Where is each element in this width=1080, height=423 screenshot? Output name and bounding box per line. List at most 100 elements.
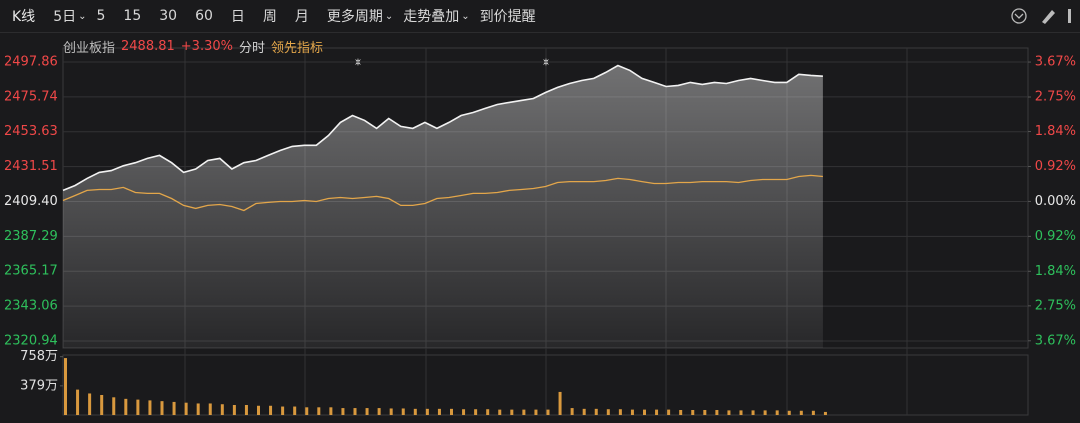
chevron[interactable]: ⌄	[78, 10, 87, 22]
y2-tick-label: 2.75%	[1035, 298, 1076, 313]
volume-bar	[787, 410, 791, 415]
toolbar-item[interactable]: 5日	[53, 9, 77, 25]
volume-bar	[558, 391, 562, 415]
index-name: 创业板指	[63, 40, 116, 56]
volume-bar	[450, 408, 453, 415]
volume-bar	[64, 358, 67, 415]
volume-bar	[293, 406, 297, 415]
event-icon[interactable]: ✷	[353, 56, 362, 69]
volume-bar	[727, 410, 731, 415]
series-line	[62, 174, 823, 212]
volume-bar	[425, 408, 429, 415]
volume-bar	[257, 405, 260, 415]
volume-bar	[341, 408, 345, 415]
volume-bar	[582, 408, 586, 415]
volume-bar	[329, 407, 333, 415]
y-tick-label: 2475.74	[4, 89, 58, 104]
indicator-name[interactable]: 领先指标	[271, 40, 324, 56]
y-tick-label: 2453.63	[4, 124, 58, 139]
toolbar-item[interactable]: K线	[12, 9, 36, 25]
y2-tick-label: 3.67%	[1035, 55, 1076, 70]
price: 2488.81	[121, 38, 175, 54]
y2-tick-label: 0.92%	[1035, 229, 1076, 244]
y-tick-label: 2497.86	[4, 54, 58, 69]
change: +3.30%	[180, 38, 233, 54]
volume-bar	[486, 409, 490, 415]
volume-bar	[353, 408, 357, 415]
volume-bar	[365, 408, 369, 415]
volume-bar	[148, 400, 152, 415]
volume-bar	[184, 402, 188, 415]
y-tick-label: 2365.17	[4, 264, 58, 279]
y-tick-label: 2320.94	[4, 333, 58, 348]
y2-tick-label: 0.00%	[1035, 194, 1076, 209]
toolbar-item[interactable]: 到价提醒	[479, 9, 536, 25]
toolbar-item[interactable]: 15	[123, 8, 142, 24]
volume-bar	[522, 409, 526, 415]
volume-bar	[172, 401, 176, 415]
volume-bar	[136, 399, 140, 415]
area	[63, 65, 823, 348]
y2-tick-label: 1.84%	[1035, 124, 1076, 139]
volume-bar	[208, 403, 212, 415]
y-tick-label: 2387.29	[4, 229, 58, 244]
volume-bar	[112, 397, 116, 415]
volume-bar	[594, 408, 598, 415]
header: 创业板指 2488.81 +3.30% 分时 领先指标	[63, 36, 323, 56]
volume-bar	[196, 403, 200, 415]
volume-bar	[269, 405, 273, 415]
volume-bar	[317, 407, 321, 415]
volume-bar	[534, 409, 538, 415]
toolbar-item[interactable]: 日	[230, 9, 245, 25]
volume-bar	[606, 409, 610, 415]
volume-bar	[244, 405, 248, 415]
volume-bar	[401, 408, 405, 415]
volume-bar	[305, 407, 309, 415]
series-line	[62, 64, 823, 192]
volume-bar	[437, 408, 441, 415]
y-tick-label: 2409.40	[4, 194, 58, 209]
toolbar-item[interactable]: 30	[159, 8, 178, 24]
volume-bar	[76, 389, 80, 415]
y2-tick-label: 0.92%	[1035, 159, 1076, 174]
event-icon[interactable]: ✷	[541, 56, 550, 69]
y2-tick-label: 2.75%	[1035, 89, 1076, 104]
volume-bar	[124, 398, 128, 415]
volume-bar	[739, 410, 743, 415]
toolbar: K线 5日 ⌄ 5 15 30 60 日周月更多周期 ⌄ 走势叠加 ⌄ 到价提醒	[0, 0, 1080, 33]
volume-bar	[715, 410, 719, 415]
volume-bar	[811, 410, 815, 415]
toolbar-item[interactable]: 更多周期	[326, 9, 383, 25]
volume-bar	[232, 405, 236, 415]
y-tick-label: 379万	[20, 378, 58, 393]
toolbar-item[interactable]: 周	[262, 9, 277, 25]
toolbar-item[interactable]: 5	[96, 8, 106, 24]
volume-bar	[462, 409, 466, 415]
toolbar-item[interactable]: 60	[195, 8, 213, 24]
volume-bar	[546, 409, 550, 415]
volume-bar	[88, 393, 92, 415]
volume-bar	[220, 404, 224, 415]
volume-bar	[630, 409, 634, 415]
volume-bar	[474, 409, 478, 415]
volume-bar	[377, 408, 381, 415]
chevron[interactable]: ⌄	[461, 10, 470, 22]
y-tick-label: 2431.51	[4, 159, 58, 174]
volume-bar	[413, 408, 417, 415]
volume-bar	[799, 410, 803, 415]
volume-bar	[570, 408, 574, 415]
volume-bar	[703, 410, 707, 415]
volume-bar	[281, 406, 285, 415]
y2-tick-label: 1.84%	[1035, 264, 1076, 279]
volume-bar	[751, 410, 755, 415]
volume-bar	[389, 408, 393, 415]
volume-bar	[691, 410, 695, 415]
chevron[interactable]: ⌄	[384, 10, 394, 22]
y-tick-label: 2343.06	[4, 299, 58, 314]
toolbar-item[interactable]: 走势叠加	[403, 9, 460, 25]
toolbar-item[interactable]: 月	[294, 9, 309, 25]
tab[interactable]: 分时	[238, 40, 265, 56]
volume-bar	[100, 395, 104, 415]
